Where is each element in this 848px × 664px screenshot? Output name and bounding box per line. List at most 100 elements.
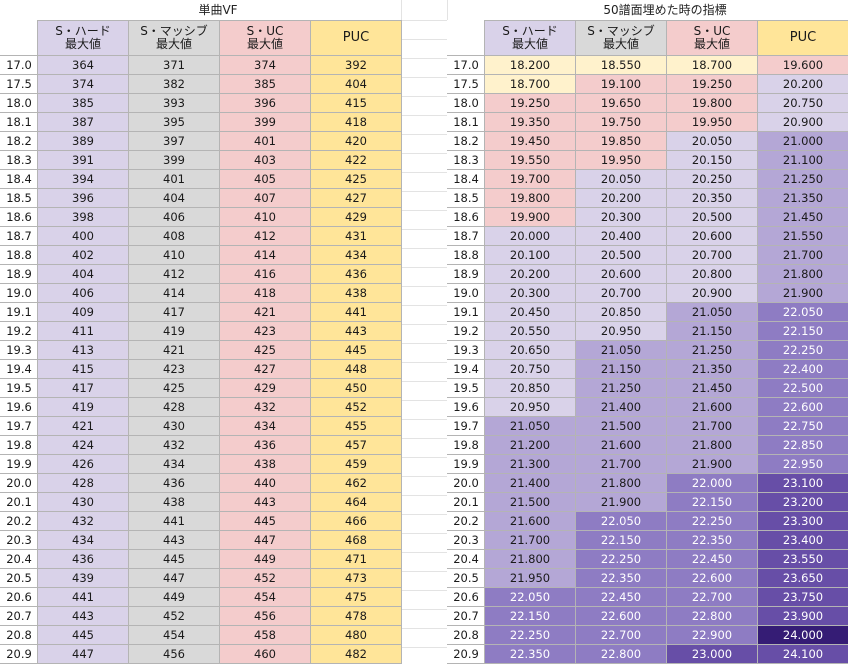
table-cell[interactable]: 464: [311, 493, 402, 512]
table-cell[interactable]: 20.800: [667, 265, 758, 284]
table-cell[interactable]: 21.400: [485, 474, 576, 493]
table-cell[interactable]: 19.350: [485, 113, 576, 132]
table-cell[interactable]: 21.600: [576, 436, 667, 455]
header-s-uc[interactable]: S・UC 最大値: [220, 21, 311, 56]
table-cell[interactable]: 21.200: [485, 436, 576, 455]
table-cell[interactable]: 415: [311, 94, 402, 113]
table-cell[interactable]: 21.450: [667, 379, 758, 398]
table-cell[interactable]: 22.800: [667, 607, 758, 626]
table-cell[interactable]: 20.900: [667, 284, 758, 303]
table-cell[interactable]: 20.950: [576, 322, 667, 341]
row-level-label[interactable]: 20.7: [1, 607, 38, 626]
table-cell[interactable]: 450: [311, 379, 402, 398]
row-level-label[interactable]: 18.8: [1, 246, 38, 265]
table-cell[interactable]: 392: [311, 56, 402, 75]
table-cell[interactable]: 22.950: [758, 455, 848, 474]
row-level-label[interactable]: 19.4: [1, 360, 38, 379]
table-cell[interactable]: 401: [220, 132, 311, 151]
table-cell[interactable]: 21.250: [667, 341, 758, 360]
table-cell[interactable]: 459: [311, 455, 402, 474]
table-cell[interactable]: 424: [38, 436, 129, 455]
table-cell[interactable]: 448: [311, 360, 402, 379]
table-cell[interactable]: 22.350: [667, 531, 758, 550]
table-cell[interactable]: 20.750: [485, 360, 576, 379]
table-cell[interactable]: 21.800: [758, 265, 848, 284]
table-cell[interactable]: 399: [220, 113, 311, 132]
row-level-label[interactable]: 20.0: [1, 474, 38, 493]
row-level-label[interactable]: 19.1: [1, 303, 38, 322]
table-cell[interactable]: 482: [311, 645, 402, 664]
table-cell[interactable]: 19.750: [576, 113, 667, 132]
table-cell[interactable]: 445: [129, 550, 220, 569]
table-cell[interactable]: 22.500: [758, 379, 848, 398]
table-cell[interactable]: 20.750: [758, 94, 848, 113]
row-level-label[interactable]: 17.5: [1, 75, 38, 94]
table-cell[interactable]: 452: [129, 607, 220, 626]
table-cell[interactable]: 391: [38, 151, 129, 170]
table-cell[interactable]: 22.050: [576, 512, 667, 531]
row-level-label[interactable]: 18.5: [448, 189, 485, 208]
table-cell[interactable]: 21.900: [667, 455, 758, 474]
row-level-label[interactable]: 20.9: [448, 645, 485, 664]
table-cell[interactable]: 23.100: [758, 474, 848, 493]
table-cell[interactable]: 401: [129, 170, 220, 189]
table-cell[interactable]: 19.600: [758, 56, 848, 75]
table-cell[interactable]: 22.250: [758, 341, 848, 360]
table-cell[interactable]: 21.700: [485, 531, 576, 550]
table-cell[interactable]: 22.700: [576, 626, 667, 645]
table-cell[interactable]: 389: [38, 132, 129, 151]
table-cell[interactable]: 22.150: [667, 493, 758, 512]
table-cell[interactable]: 395: [129, 113, 220, 132]
table-cell[interactable]: 423: [220, 322, 311, 341]
table-cell[interactable]: 432: [129, 436, 220, 455]
table-cell[interactable]: 20.500: [667, 208, 758, 227]
table-cell[interactable]: 441: [38, 588, 129, 607]
table-cell[interactable]: 425: [220, 341, 311, 360]
row-level-label[interactable]: 20.1: [1, 493, 38, 512]
table-cell[interactable]: 24.000: [758, 626, 848, 645]
table-cell[interactable]: 410: [220, 208, 311, 227]
table-cell[interactable]: 23.400: [758, 531, 848, 550]
table-cell[interactable]: 23.000: [667, 645, 758, 664]
table-cell[interactable]: 20.900: [758, 113, 848, 132]
table-cell[interactable]: 438: [129, 493, 220, 512]
table-cell[interactable]: 445: [311, 341, 402, 360]
table-cell[interactable]: 21.150: [576, 360, 667, 379]
table-cell[interactable]: 417: [38, 379, 129, 398]
table-cell[interactable]: 21.050: [576, 341, 667, 360]
table-cell[interactable]: 21.450: [758, 208, 848, 227]
table-cell[interactable]: 19.800: [667, 94, 758, 113]
table-cell[interactable]: 449: [129, 588, 220, 607]
table-cell[interactable]: 21.050: [485, 417, 576, 436]
table-cell[interactable]: 20.700: [576, 284, 667, 303]
table-cell[interactable]: 456: [220, 607, 311, 626]
table-cell[interactable]: 22.000: [667, 474, 758, 493]
table-cell[interactable]: 387: [38, 113, 129, 132]
table-cell[interactable]: 19.950: [576, 151, 667, 170]
header-s-hard[interactable]: S・ハード 最大値: [485, 21, 576, 56]
table-cell[interactable]: 434: [220, 417, 311, 436]
table-cell[interactable]: 23.650: [758, 569, 848, 588]
row-level-label[interactable]: 20.8: [448, 626, 485, 645]
table-cell[interactable]: 412: [220, 227, 311, 246]
table-cell[interactable]: 445: [38, 626, 129, 645]
table-cell[interactable]: 23.750: [758, 588, 848, 607]
row-level-label[interactable]: 18.6: [1, 208, 38, 227]
table-cell[interactable]: 20.550: [485, 322, 576, 341]
table-cell[interactable]: 440: [220, 474, 311, 493]
table-cell[interactable]: 406: [129, 208, 220, 227]
header-puc[interactable]: PUC: [758, 21, 848, 56]
table-cell[interactable]: 426: [38, 455, 129, 474]
table-cell[interactable]: 22.900: [667, 626, 758, 645]
table-cell[interactable]: 432: [38, 512, 129, 531]
table-cell[interactable]: 22.150: [576, 531, 667, 550]
table-cell[interactable]: 452: [220, 569, 311, 588]
table-cell[interactable]: 419: [129, 322, 220, 341]
table-cell[interactable]: 436: [129, 474, 220, 493]
table-cell[interactable]: 364: [38, 56, 129, 75]
header-s-massive[interactable]: S・マッシブ 最大値: [129, 21, 220, 56]
table-cell[interactable]: 423: [129, 360, 220, 379]
row-level-label[interactable]: 18.2: [1, 132, 38, 151]
table-cell[interactable]: 22.150: [485, 607, 576, 626]
table-cell[interactable]: 20.600: [576, 265, 667, 284]
